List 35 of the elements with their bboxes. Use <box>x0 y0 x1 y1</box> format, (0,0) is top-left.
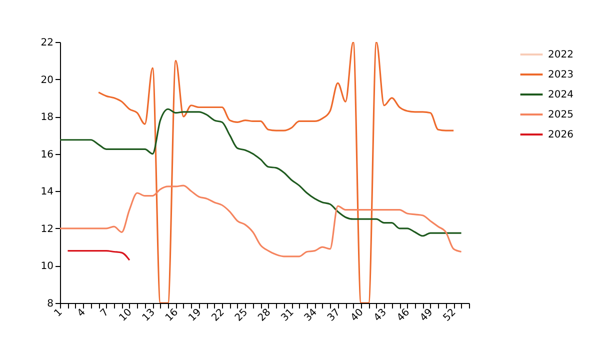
x-tick-label: 46 <box>395 306 412 324</box>
y-tick-label: 12 <box>40 224 54 235</box>
line-series <box>66 250 130 261</box>
line-series <box>98 42 454 303</box>
x-tick-label: 4 <box>76 306 88 320</box>
x-tick-label: 13 <box>140 306 158 324</box>
x-tick-label: 37 <box>326 306 343 324</box>
line-series <box>60 184 462 258</box>
y-tick-label: 16 <box>40 149 54 160</box>
x-tick-label: 52 <box>442 306 458 324</box>
x-tick-label: 31 <box>279 306 296 324</box>
y-tick-label: 20 <box>40 74 54 86</box>
legend-label: 2022 <box>548 50 574 60</box>
legend-label: 2023 <box>548 70 574 80</box>
x-tick-label: 43 <box>372 306 389 324</box>
legend-label: 2024 <box>548 90 574 100</box>
x-tick-label: 7 <box>98 306 112 320</box>
x-tick-label: 34 <box>302 306 320 324</box>
x-tick-label: 22 <box>210 306 227 324</box>
x-tick-label: 19 <box>186 306 204 324</box>
y-tick-label: 14 <box>40 186 54 198</box>
y-tick-label: 22 <box>40 38 54 48</box>
line-series <box>60 108 462 237</box>
x-tick-label: 40 <box>348 306 366 324</box>
legend-label: 2025 <box>548 110 574 120</box>
x-tick-label: 25 <box>233 306 250 324</box>
legend-label: 2026 <box>548 130 574 140</box>
x-tick-label: 10 <box>117 306 134 324</box>
x-tick-label: 1 <box>52 306 65 320</box>
y-tick-label: 10 <box>40 261 54 272</box>
y-tick-label: 18 <box>40 112 54 124</box>
x-tick-label: 49 <box>418 306 436 324</box>
y-tick-label: 8 <box>47 298 54 310</box>
x-tick-label: 28 <box>256 306 274 324</box>
x-tick-label: 16 <box>164 306 180 324</box>
